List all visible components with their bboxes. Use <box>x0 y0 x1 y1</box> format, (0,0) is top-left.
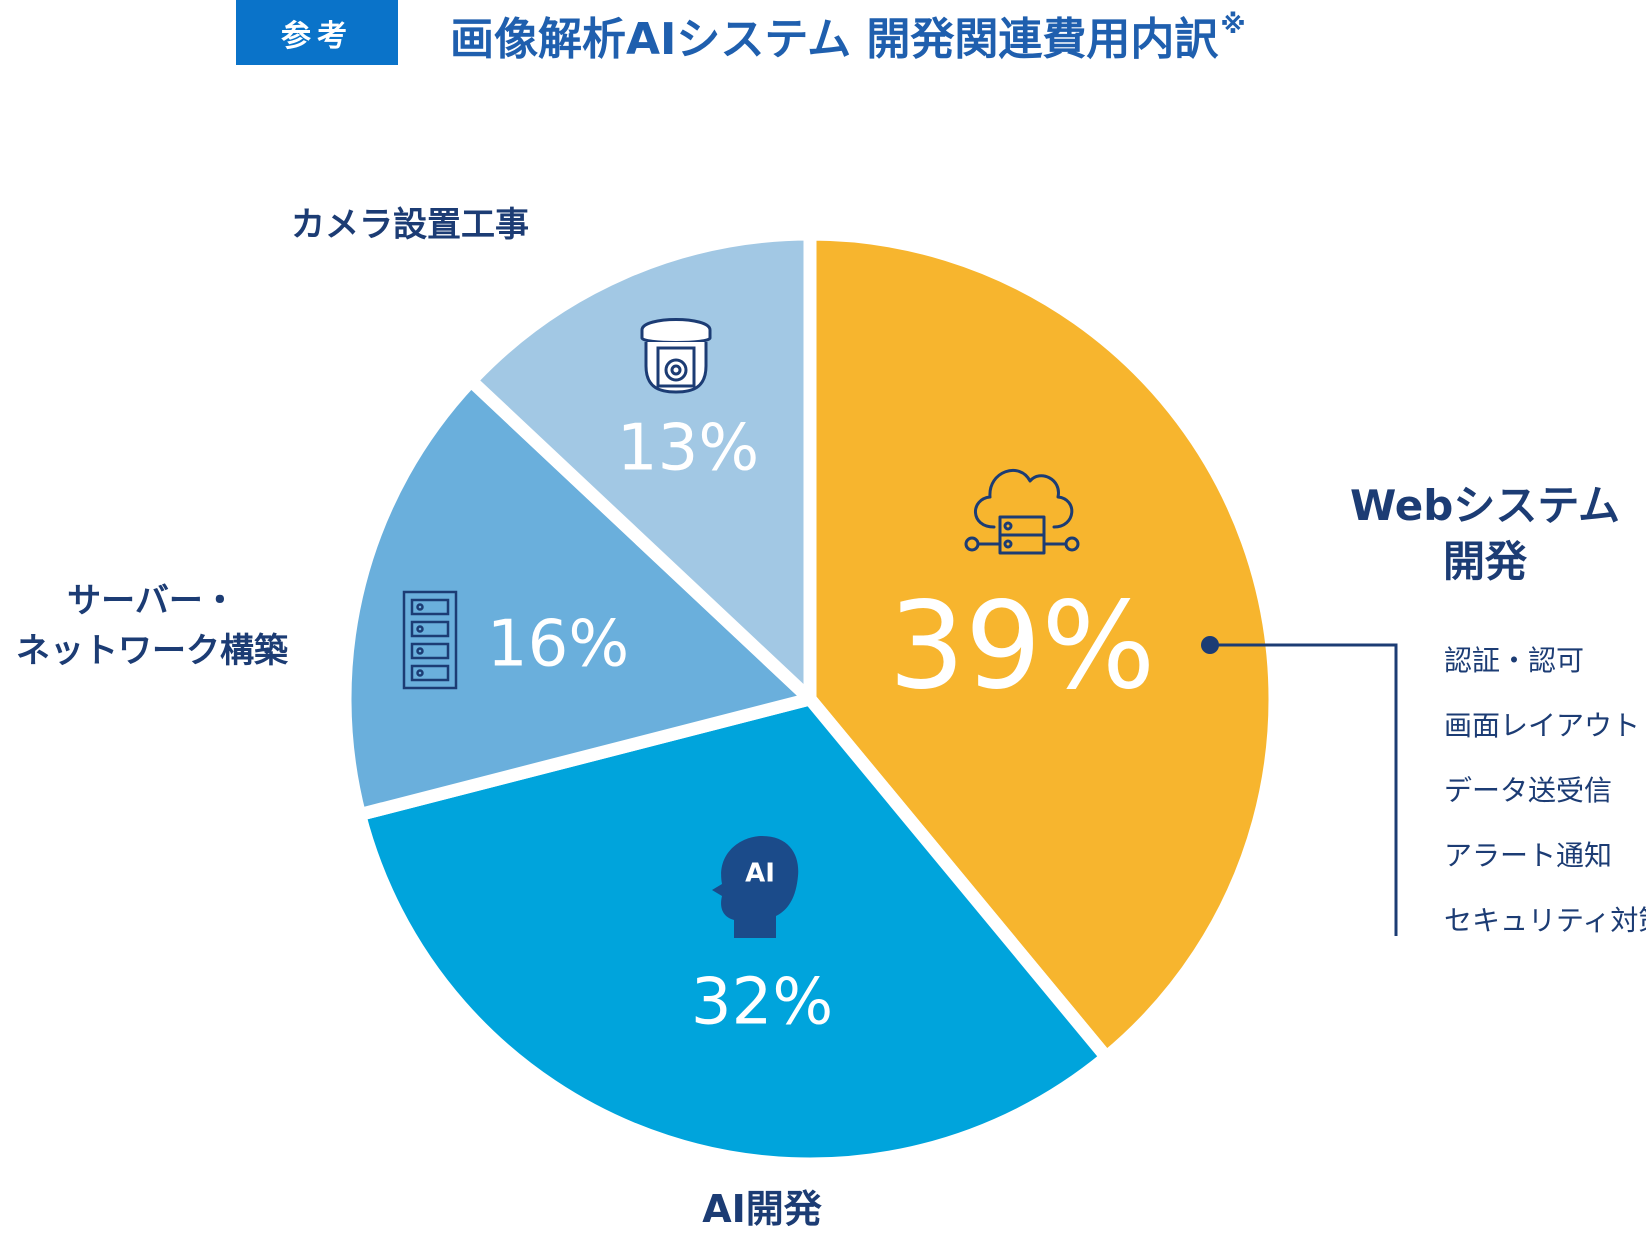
security-camera-icon <box>640 318 712 394</box>
slice-name-server-2: ネットワーク構築 <box>16 631 289 671</box>
slice-name-web-2: 開発 <box>1443 537 1528 586</box>
slice-name-ai-1: AI開発 <box>702 1187 823 1231</box>
web-breakdown-item: 認証・認可 <box>1444 644 1584 677</box>
callout-line <box>1210 643 1398 936</box>
pie-slice-server <box>338 374 817 822</box>
chart-title: 画像解析AIシステム 開発関連費用内訳 ※ <box>450 2 1246 68</box>
cloud-server-icon <box>964 469 1080 555</box>
ai-icon-text: AI <box>745 859 775 889</box>
web-breakdown-item: セキュリティ対策 <box>1444 904 1646 937</box>
web-breakdown-item: 画面レイアウト <box>1444 709 1640 742</box>
pie-slice-camera <box>464 227 817 706</box>
slice-name-server-1: サーバー・ <box>67 581 237 621</box>
web-breakdown-item: アラート通知 <box>1444 839 1612 872</box>
web-breakdown-item: データ送受信 <box>1444 774 1612 807</box>
reference-badge: 参考 <box>236 0 398 65</box>
ai-head-icon: AI <box>712 836 799 938</box>
slice-name-camera-1: カメラ設置工事 <box>291 205 529 245</box>
data-label-server: 16% <box>487 608 629 682</box>
server-rack-icon <box>402 590 458 690</box>
pie-slice-web <box>803 227 1282 1064</box>
data-label-camera: 13% <box>617 412 759 486</box>
data-label-ai: 32% <box>691 966 833 1040</box>
pie-slice-ai <box>353 692 1113 1171</box>
slice-name-web-1: Webシステム <box>1350 481 1620 530</box>
data-label-web: 39% <box>889 578 1156 717</box>
chart-title-text: 画像解析AIシステム 開発関連費用内訳 <box>450 14 1219 65</box>
chart-title-footnote-mark: ※ <box>1220 10 1246 40</box>
